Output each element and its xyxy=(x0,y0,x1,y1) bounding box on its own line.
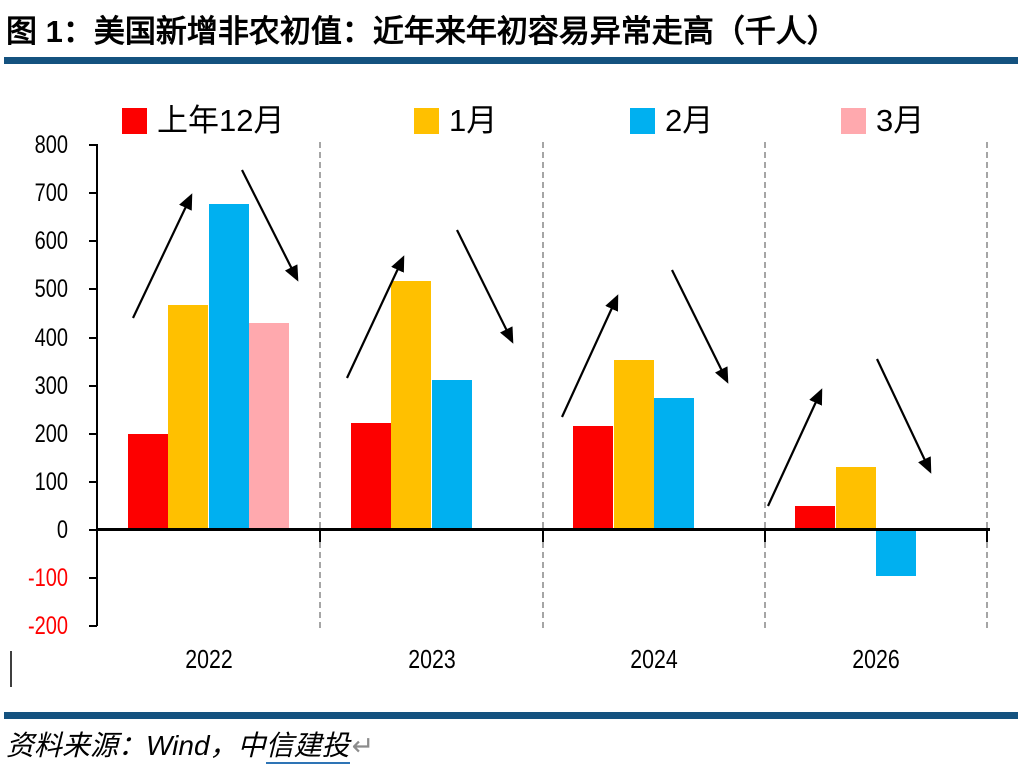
y-axis-tick xyxy=(89,192,97,195)
cursor-mark xyxy=(10,651,12,687)
x-axis-tick xyxy=(542,530,544,542)
x-axis-zero-line xyxy=(97,528,990,531)
x-axis-tick xyxy=(986,530,988,542)
legend-item-1月: 1月 xyxy=(414,104,497,138)
trend-arrow-2022-down xyxy=(241,169,299,282)
legend-swatch-icon xyxy=(122,108,147,134)
y-axis-tick xyxy=(89,529,97,531)
source-note: 资料来源：Wind，中信建投↵ xyxy=(6,724,374,764)
y-axis-label: -200 xyxy=(27,612,68,641)
bar-2024-1月 xyxy=(613,360,654,530)
y-axis-label: -100 xyxy=(27,564,68,593)
bar-2023-1月 xyxy=(391,281,431,530)
legend-label: 上年12月 xyxy=(157,103,285,138)
bar-2024-上年12月 xyxy=(573,426,613,530)
bar-2022-2月 xyxy=(208,203,249,530)
y-axis-tick xyxy=(89,384,97,387)
source-link[interactable]: 信建投 xyxy=(265,730,350,764)
bar-2022-上年12月 xyxy=(127,434,168,530)
bar-2026-1月 xyxy=(835,467,876,530)
legend-swatch-icon xyxy=(414,108,439,134)
bottom-rule xyxy=(4,712,1018,719)
legend-swatch-icon xyxy=(841,108,866,134)
bar-2026-2月 xyxy=(876,531,916,576)
trend-arrow-2023-down xyxy=(456,229,514,344)
y-axis-tick xyxy=(89,144,97,146)
legend-item-2月: 2月 xyxy=(630,104,713,138)
y-axis-tick xyxy=(89,432,97,435)
group-separator-line xyxy=(319,142,321,628)
y-axis-tick xyxy=(89,336,97,339)
x-axis-tick xyxy=(764,530,766,542)
y-axis-tick xyxy=(89,577,97,580)
group-separator-line xyxy=(542,142,544,628)
y-axis-label: 400 xyxy=(34,323,68,352)
bar-2024-2月 xyxy=(654,397,694,530)
trend-arrow-2026-down xyxy=(876,358,932,474)
paragraph-return-icon: ↵ xyxy=(351,731,375,761)
y-axis-label: 700 xyxy=(34,179,68,208)
trend-arrow-2026-up xyxy=(767,388,823,507)
y-axis-tick xyxy=(89,240,97,243)
figure-title: 图 1：美国新增非农初值：近年来年初容易异常走高（千人） xyxy=(6,14,838,49)
legend-label: 1月 xyxy=(449,103,498,138)
x-axis-label-2026: 2026 xyxy=(852,644,900,674)
y-axis-label: 100 xyxy=(34,467,68,496)
legend-swatch-icon xyxy=(630,108,655,134)
top-rule xyxy=(4,57,1018,64)
bar-2022-3月 xyxy=(249,322,289,530)
trend-arrow-2024-up xyxy=(561,294,619,418)
y-axis-tick xyxy=(89,288,97,291)
y-axis-label: 0 xyxy=(56,516,68,544)
y-axis-tick xyxy=(89,480,97,483)
x-axis-label-2023: 2023 xyxy=(407,644,456,674)
y-axis-label: 300 xyxy=(34,371,68,400)
y-axis-label: 800 xyxy=(34,131,68,159)
group-separator-line xyxy=(764,142,766,628)
bar-2023-上年12月 xyxy=(350,422,391,530)
y-axis-label: 200 xyxy=(34,419,68,448)
x-axis-label-2022: 2022 xyxy=(184,644,233,674)
bar-2023-2月 xyxy=(431,380,472,530)
y-axis-label: 500 xyxy=(34,275,68,304)
x-axis-tick xyxy=(319,530,321,542)
y-axis-line xyxy=(96,144,98,626)
bar-2026-上年12月 xyxy=(795,505,835,530)
y-axis-label: 600 xyxy=(34,227,68,256)
bar-2022-1月 xyxy=(168,305,208,530)
y-axis-tick xyxy=(89,625,97,628)
legend-item-上年12月: 上年12月 xyxy=(122,104,284,138)
legend-label: 3月 xyxy=(876,103,925,138)
trend-arrow-2024-down xyxy=(671,269,729,384)
legend-item-3月: 3月 xyxy=(841,104,924,138)
x-axis-label-2024: 2024 xyxy=(630,644,678,674)
source-prefix: 资料来源：Wind，中 xyxy=(6,730,266,761)
trend-arrow-2022-up xyxy=(132,193,193,319)
legend-label: 2月 xyxy=(665,103,714,138)
group-separator-line xyxy=(986,142,988,628)
